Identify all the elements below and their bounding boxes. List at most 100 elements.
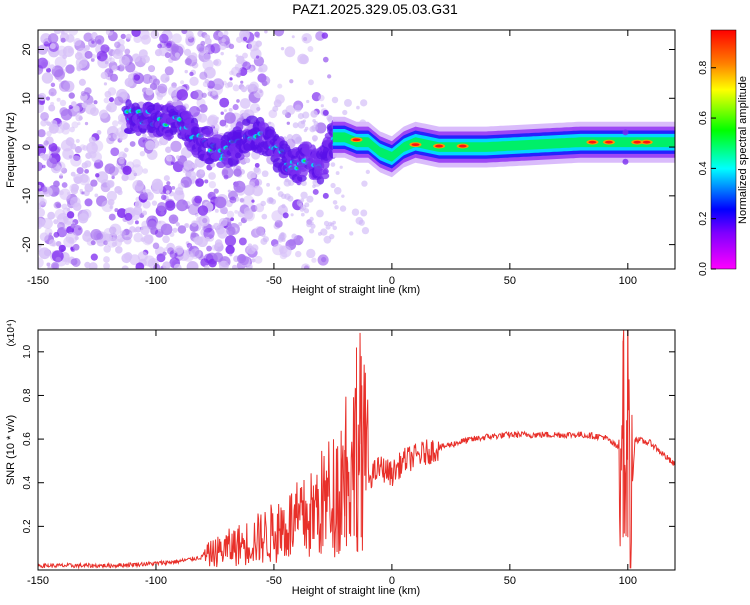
spectrogram-cell <box>49 64 55 70</box>
snr-xtick-label: -150 <box>27 575 49 587</box>
spectrogram-cell <box>114 41 121 49</box>
spectrogram-cell <box>124 77 134 87</box>
spectrogram-cell <box>223 109 228 113</box>
spectrogram-cell <box>60 37 66 43</box>
spectrogram-cell <box>164 200 176 211</box>
spectrogram-cell <box>277 83 283 89</box>
spectrogram-cell <box>351 208 360 216</box>
spectrogram-cell <box>226 210 235 219</box>
spectrogram-cell <box>223 30 229 36</box>
spectrogram-cell <box>160 211 165 216</box>
spectrogram-cell <box>59 80 71 92</box>
spectrogram-cell <box>68 92 75 99</box>
spectrogram-cell <box>167 85 179 97</box>
spectrogram-cell <box>203 53 212 62</box>
spectrogram-cell <box>268 121 272 125</box>
spectrogram-cell <box>147 220 157 231</box>
snr-ylabel: SNR (10 * v/v) <box>5 415 17 485</box>
spectrogram-cell <box>121 94 125 98</box>
colorbar-tick-label: 0.0 <box>698 262 709 276</box>
spectrogram-xtick-label: -50 <box>266 275 282 287</box>
spectrogram-cell <box>202 81 209 88</box>
spectrogram-cell <box>339 165 343 169</box>
spectrogram-cell <box>622 129 629 136</box>
spectrogram-cell <box>284 46 296 58</box>
spectrogram-cell <box>170 140 182 153</box>
spectrogram-cell <box>303 208 310 214</box>
spectrogram-cell <box>149 82 158 91</box>
spectrogram-cell <box>157 83 168 94</box>
spectrogram-cell <box>93 100 98 105</box>
spectrogram-cell <box>43 140 49 146</box>
spectrogram-cell <box>349 231 354 236</box>
spectrogram-cell <box>103 97 110 104</box>
spectrogram-cell <box>161 194 167 201</box>
spectrogram-hotspot <box>642 140 651 144</box>
spectrogram-cell <box>50 82 56 88</box>
spectrogram-cell <box>182 113 194 124</box>
spectrogram-cell <box>204 37 212 45</box>
spectrogram-cell <box>232 104 239 111</box>
spectrogram-cell <box>271 210 283 222</box>
spectrogram-cell <box>182 250 194 262</box>
spectrogram-cell <box>295 250 302 258</box>
spectrogram-cell <box>322 192 329 199</box>
spectrogram-cell <box>76 167 84 175</box>
spectrogram-cell <box>59 173 63 177</box>
spectrogram-cell <box>253 167 262 175</box>
spectrogram-cell <box>66 211 75 219</box>
spectrogram-cell <box>342 109 348 116</box>
spectrogram-cell <box>260 200 266 207</box>
spectrogram-cell <box>294 104 302 112</box>
snr-ytick-label: 0.8 <box>22 388 33 402</box>
spectrogram-cell <box>309 216 314 222</box>
spectrogram-cell <box>132 179 144 192</box>
spectrogram-cell <box>273 30 285 37</box>
spectrogram-cell <box>311 124 318 132</box>
spectrogram-cell <box>70 258 78 266</box>
spectrogram-cell <box>112 120 119 127</box>
spectrogram-cell <box>189 52 198 60</box>
spectrogram-cell <box>208 172 216 180</box>
spectrogram-cell <box>177 225 187 234</box>
spectrogram-cell <box>190 231 197 238</box>
spectrogram-cell <box>283 179 292 187</box>
spectrogram-cell <box>279 245 292 258</box>
spectrogram-cell <box>80 90 87 97</box>
spectrogram-cell <box>47 33 59 44</box>
spectrogram-cell <box>194 195 203 204</box>
spectrogram-cell <box>206 245 212 252</box>
spectrogram-cell <box>65 261 70 266</box>
spectrogram-cell <box>333 187 342 195</box>
spectrogram-cell <box>38 247 51 260</box>
spectrogram-cell <box>154 102 161 114</box>
spectrogram-cell <box>156 253 166 263</box>
spectrogram-cell <box>124 147 129 153</box>
spectrogram-ytick-label: 0 <box>21 144 33 150</box>
spectrogram-cell <box>62 148 74 160</box>
spectrogram-cell <box>622 158 629 165</box>
spectrogram-cell <box>274 219 283 228</box>
spectrogram-cell <box>75 138 80 143</box>
spectrogram-cell <box>238 237 247 246</box>
spectrogram-cell <box>48 104 56 112</box>
spectrogram-cell <box>84 50 93 59</box>
spectrogram-cell <box>307 46 314 52</box>
spectrogram-x-ticks: -150 -100 -50 0 50 100 <box>27 30 637 287</box>
snr-ytick-label: 0.6 <box>22 432 33 446</box>
spectrogram-cell <box>164 66 174 76</box>
spectrogram-xtick-label: 100 <box>619 275 637 287</box>
spectrogram-cell <box>94 35 105 45</box>
spectrogram-image <box>38 30 675 269</box>
spectrogram-cell <box>258 121 266 132</box>
colorbar: 0.0 0.2 0.4 0.6 0.8 Normalized spectral ampl… <box>698 29 749 276</box>
spectrogram-cell <box>246 170 256 181</box>
spectrogram-cell <box>60 249 64 253</box>
spectrogram-ytick-label: 20 <box>21 43 33 55</box>
spectrogram-cell <box>162 133 174 140</box>
spectrogram-cell <box>292 122 299 129</box>
spectrogram-cell <box>272 105 279 112</box>
spectrogram-cell <box>180 80 185 85</box>
spectrogram-cell <box>48 239 56 247</box>
spectrogram-cell <box>312 184 316 189</box>
